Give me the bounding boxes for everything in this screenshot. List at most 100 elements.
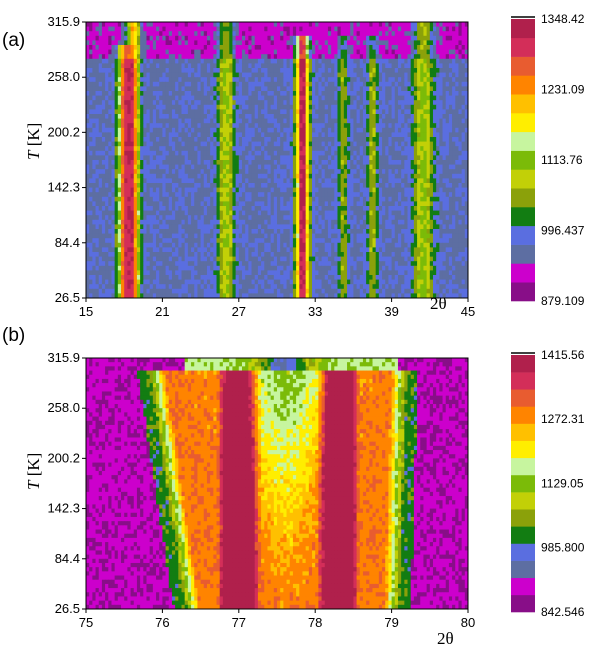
heatmap-cell xyxy=(369,40,373,46)
heatmap-cell xyxy=(241,95,246,101)
heatmap-cell xyxy=(334,72,338,78)
heatmap-cell xyxy=(302,187,307,193)
heatmap-cell xyxy=(407,141,412,147)
heatmap-cell xyxy=(136,192,141,198)
heatmap-cell xyxy=(181,100,186,106)
heatmap-cell xyxy=(401,104,405,110)
heatmap-cell xyxy=(238,178,243,184)
heatmap-cell xyxy=(251,100,256,106)
heatmap-cell xyxy=(171,123,176,129)
heatmap-cell xyxy=(464,146,469,152)
heatmap-cell xyxy=(216,132,221,138)
heatmap-cell xyxy=(280,206,284,211)
heatmap-cell xyxy=(194,178,198,184)
heatmap-cell xyxy=(178,206,182,211)
heatmap-cell xyxy=(181,91,186,96)
heatmap-cell xyxy=(267,91,272,96)
heatmap-cell xyxy=(318,31,322,37)
heatmap-cell xyxy=(95,22,100,27)
heatmap-cell xyxy=(461,196,466,202)
heatmap-cell xyxy=(140,150,144,156)
heatmap-cell xyxy=(143,173,147,179)
heatmap-cell xyxy=(337,104,342,110)
heatmap-cell xyxy=(152,164,157,170)
heatmap-cell xyxy=(369,63,373,69)
heatmap-cell xyxy=(296,77,300,83)
heatmap-cell xyxy=(404,192,408,198)
heatmap-cell xyxy=(350,54,354,60)
heatmap-cell xyxy=(105,58,109,64)
heatmap-cell xyxy=(420,132,424,138)
heatmap-cell xyxy=(133,68,138,73)
heatmap-cell xyxy=(362,68,367,73)
heatmap-cell xyxy=(200,72,205,78)
heatmap-cell xyxy=(121,169,125,175)
heatmap-cell xyxy=(327,150,332,156)
heatmap-cell xyxy=(401,169,405,175)
heatmap-cell xyxy=(407,201,412,207)
heatmap-cell xyxy=(334,137,338,142)
heatmap-cell xyxy=(254,114,259,119)
heatmap-cell xyxy=(229,40,233,46)
heatmap-cell xyxy=(347,169,351,175)
heatmap-cell xyxy=(261,63,265,69)
heatmap-cell xyxy=(404,160,408,165)
heatmap-cell xyxy=(92,169,96,175)
heatmap-cell xyxy=(321,91,326,96)
heatmap-cell xyxy=(343,91,348,96)
heatmap-cell xyxy=(391,86,396,92)
heatmap-cell xyxy=(162,86,166,92)
heatmap-cell xyxy=(159,95,163,101)
heatmap-cell xyxy=(165,146,170,152)
heatmap-cell xyxy=(149,132,154,138)
heatmap-cell xyxy=(219,31,224,37)
heatmap-cell xyxy=(168,155,173,161)
heatmap-cell xyxy=(92,155,96,161)
heatmap-cell xyxy=(375,35,380,41)
heatmap-cell xyxy=(321,100,326,106)
heatmap-cell xyxy=(397,45,402,50)
heatmap-cell xyxy=(251,68,256,73)
heatmap-cell xyxy=(86,164,90,170)
heatmap-cell xyxy=(417,68,421,73)
heatmap-cell xyxy=(111,22,116,27)
heatmap-cell xyxy=(429,187,434,193)
heatmap-cell xyxy=(461,118,466,124)
heatmap-cell xyxy=(312,192,316,198)
heatmap-cell xyxy=(194,132,198,138)
heatmap-cell xyxy=(305,173,310,179)
heatmap-cell xyxy=(391,132,396,138)
heatmap-cell xyxy=(130,123,135,129)
heatmap-cell xyxy=(394,178,399,184)
heatmap-cell xyxy=(337,201,342,207)
heatmap-cell xyxy=(241,150,246,156)
heatmap-cell xyxy=(168,210,173,216)
heatmap-cell xyxy=(248,86,252,92)
heatmap-cell xyxy=(159,100,163,106)
heatmap-cell xyxy=(426,118,431,124)
heatmap-cell xyxy=(92,26,96,32)
heatmap-cell xyxy=(426,31,431,37)
heatmap-cell xyxy=(448,118,453,124)
heatmap-cell xyxy=(394,54,399,60)
heatmap-cell xyxy=(222,150,227,156)
heatmap-cell xyxy=(289,155,294,161)
heatmap-cell xyxy=(105,160,109,165)
heatmap-cell xyxy=(321,114,326,119)
heatmap-cell xyxy=(337,49,342,55)
heatmap-cell xyxy=(117,22,122,27)
heatmap-cell xyxy=(187,173,192,179)
heatmap-cell xyxy=(347,45,351,50)
heatmap-cell xyxy=(375,100,380,106)
heatmap-cell xyxy=(283,91,287,96)
heatmap-cell xyxy=(248,45,252,50)
heatmap-cell xyxy=(181,150,186,156)
heatmap-cell xyxy=(226,178,230,184)
heatmap-cell xyxy=(308,155,313,161)
heatmap-cell xyxy=(184,183,189,188)
heatmap-cell xyxy=(143,109,147,115)
heatmap-cell xyxy=(343,118,348,124)
heatmap-cell xyxy=(226,86,230,92)
heatmap-cell xyxy=(206,132,211,138)
heatmap-cell xyxy=(315,169,319,175)
